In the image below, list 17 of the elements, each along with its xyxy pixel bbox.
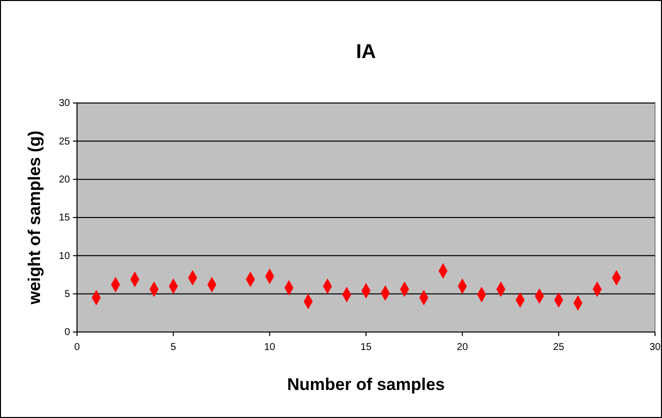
x-tick-label: 0: [74, 342, 80, 353]
chart-title: IA: [356, 41, 376, 63]
x-tick-label: 30: [649, 342, 661, 353]
y-tick-label: 25: [58, 136, 70, 148]
y-tick-label: 30: [58, 98, 70, 110]
x-tick-label: 25: [553, 342, 565, 353]
y-tick-label: 15: [58, 212, 70, 224]
x-tick-label: 15: [360, 342, 372, 353]
y-axis-title: weight of samples (g): [25, 130, 44, 306]
y-tick-label: 5: [64, 289, 70, 300]
y-tick-label: 0: [64, 327, 70, 338]
x-tick-label: 20: [456, 342, 468, 353]
y-tick-label: 10: [58, 250, 70, 262]
x-tick-label: 10: [264, 342, 276, 353]
y-tick-label: 20: [58, 174, 70, 186]
x-tick-label: 5: [170, 342, 177, 353]
x-axis-title: Number of samples: [287, 375, 445, 394]
